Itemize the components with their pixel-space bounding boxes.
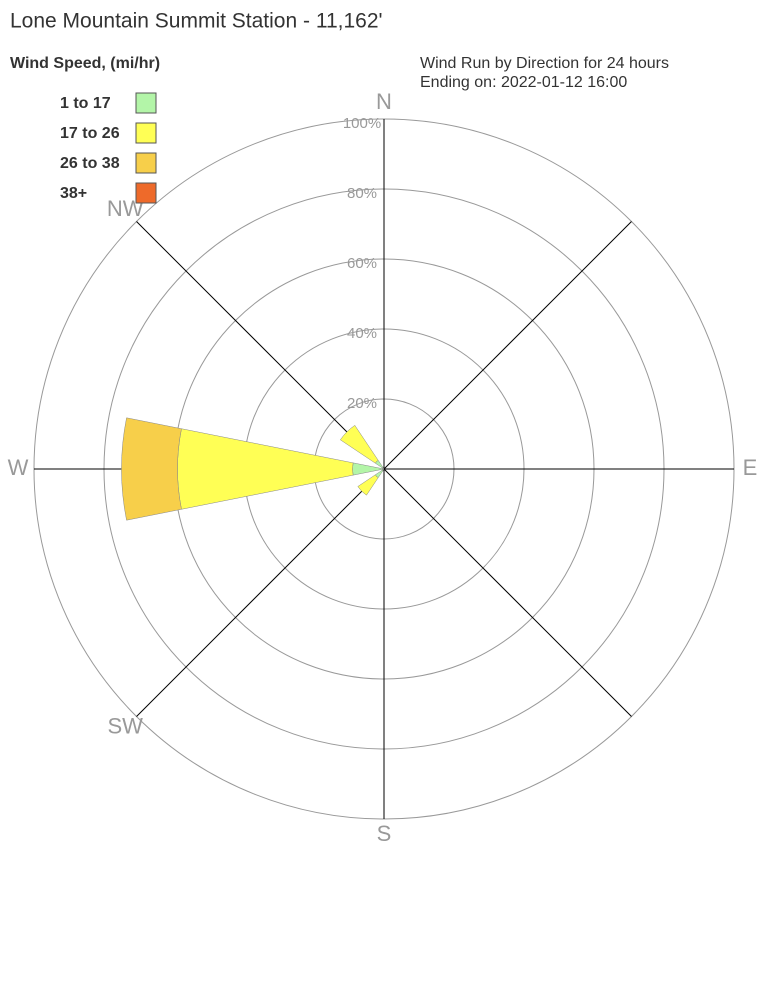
wedge [340, 425, 379, 464]
subtitle: Wind Run by Direction for 24 hours [420, 55, 669, 72]
subtitle: Ending on: 2022-01-12 16:00 [420, 74, 627, 91]
spoke [383, 468, 632, 717]
wedge [121, 417, 182, 521]
wedge [357, 474, 379, 496]
wedge [177, 428, 354, 510]
legend-label: 38+ [60, 185, 87, 202]
direction-label: N [376, 89, 392, 114]
legend-label: 26 to 38 [60, 155, 120, 172]
spoke [136, 221, 385, 470]
ring-label: 60% [347, 255, 377, 272]
legend-swatch [135, 92, 157, 114]
spoke [136, 468, 385, 717]
direction-label: E [743, 455, 758, 480]
direction-label: W [8, 455, 29, 480]
spoke [383, 221, 632, 470]
legend-swatch [135, 182, 157, 204]
direction-label: S [377, 821, 392, 846]
ring-label: 100% [343, 115, 381, 132]
direction-label: SW [107, 714, 143, 739]
legend-label: 17 to 26 [60, 125, 120, 142]
legend-swatch [135, 152, 157, 174]
ring-label: 20% [347, 395, 377, 412]
legend-title: Wind Speed, (mi/hr) [10, 55, 160, 72]
legend-swatch [135, 122, 157, 144]
ring-label: 80% [347, 185, 377, 202]
chart-title: Lone Mountain Summit Station - 11,162' [10, 10, 383, 33]
legend-label: 1 to 17 [60, 95, 111, 112]
ring-label: 40% [347, 325, 377, 342]
